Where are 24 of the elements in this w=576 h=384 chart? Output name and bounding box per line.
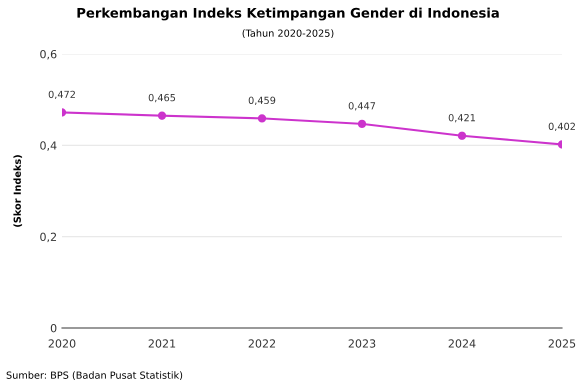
text: Sumber: BPS (Badan Pusat Statistik) <box>6 371 182 380</box>
data-label: 0,447 <box>348 102 376 110</box>
data-label: 0,402 <box>548 122 575 132</box>
y-tick-label: 0,6 <box>40 50 56 60</box>
x-tick-label: 2023 <box>348 339 376 348</box>
y-tick-label: 0,4 <box>40 141 57 151</box>
data-label: 0,472 <box>48 90 75 100</box>
point <box>258 114 266 123</box>
x-tick-label: 2025 <box>548 339 576 348</box>
x-tick-label: 2020 <box>48 339 76 348</box>
y-axis-title: (Skor Indeks) <box>13 155 22 227</box>
data-label: 0,465 <box>148 94 176 102</box>
point <box>358 120 366 128</box>
x-tick-label: 2021 <box>148 339 176 348</box>
data-label: 0,421 <box>448 114 476 122</box>
point <box>458 132 466 140</box>
x-tick-label: 2022 <box>248 339 276 348</box>
y-tick-label: 0,2 <box>40 232 56 242</box>
point <box>158 111 166 120</box>
y-tick-label: 0 <box>50 324 56 332</box>
chart-title: Perkembangan Indeks Ketimpangan Gender di Indonesia <box>77 8 499 20</box>
data-label: 0,459 <box>248 96 276 105</box>
chart-subtitle: (Tahun 2020-2025) <box>242 29 334 38</box>
x-tick-label: 2024 <box>448 339 476 348</box>
